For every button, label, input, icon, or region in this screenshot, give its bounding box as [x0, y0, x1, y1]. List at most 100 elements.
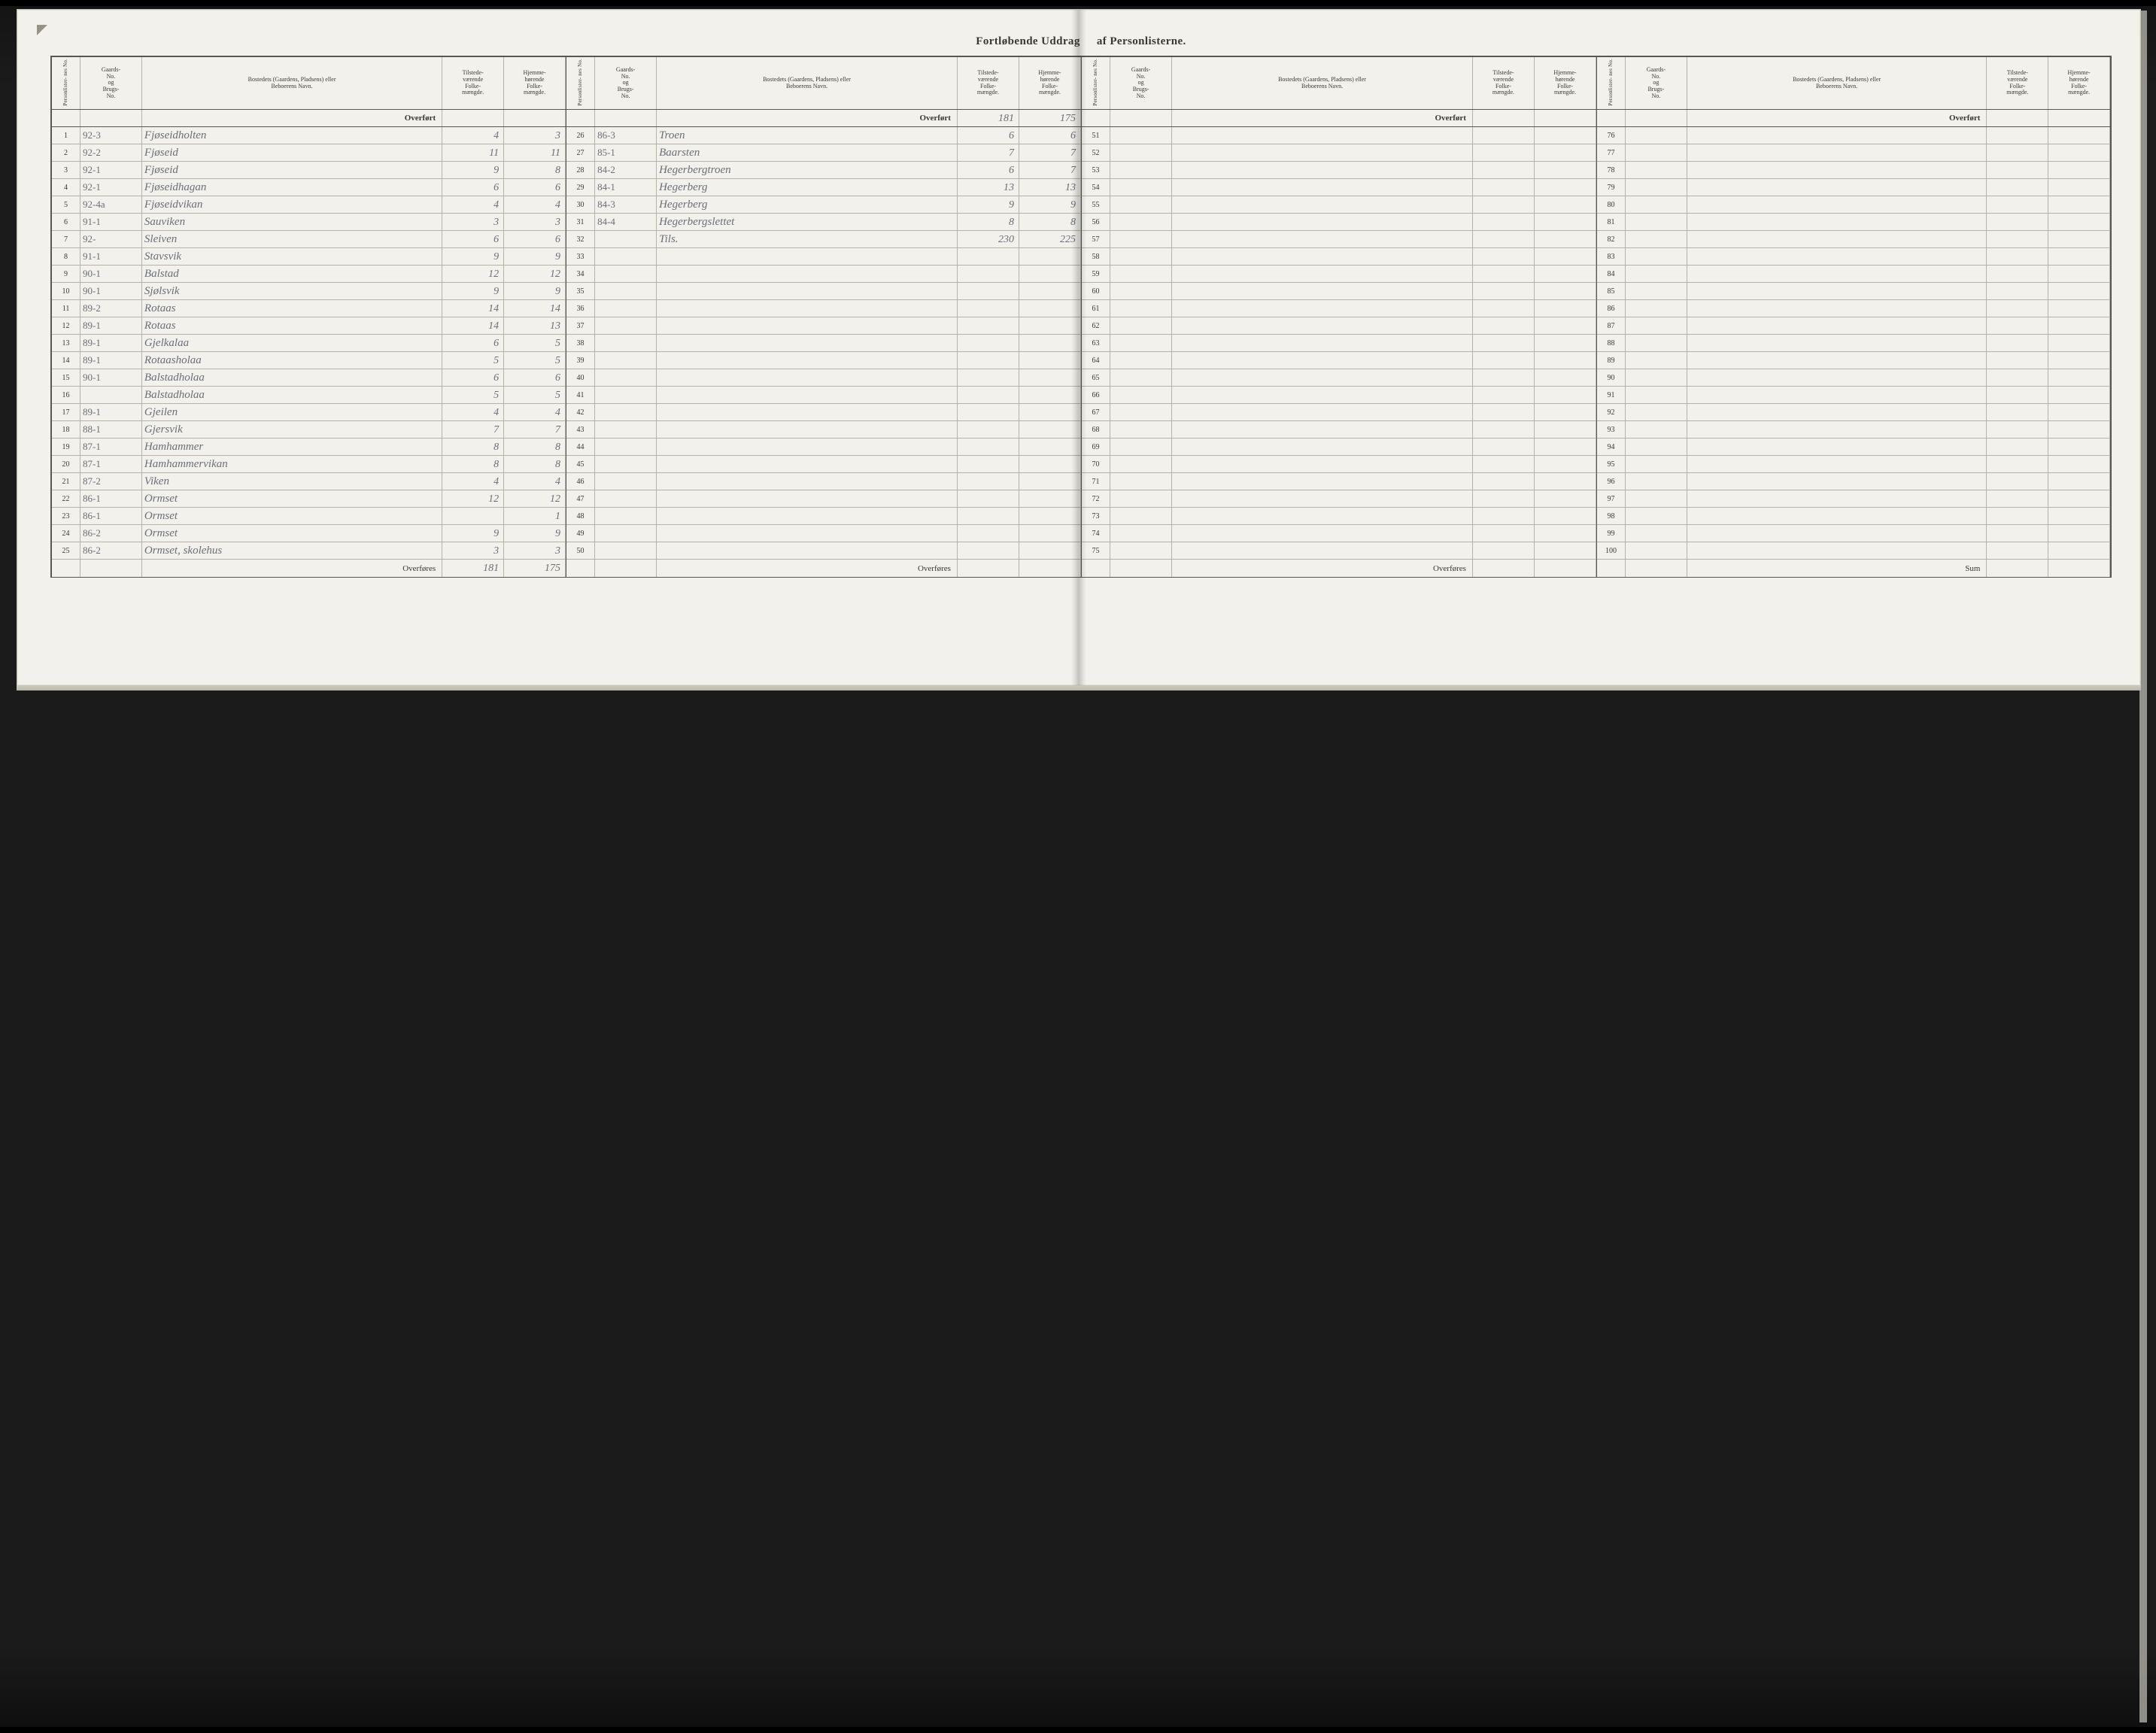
footer-row: Overføres: [1082, 560, 1596, 577]
table-row: 76: [1597, 127, 2110, 144]
census-table: Personlister- nes No.Gaards-No.ogBrugs-N…: [1597, 57, 2110, 577]
cell-person-no: 52: [1082, 144, 1110, 162]
table-row: 19 87-1 Hamhammer 8 8: [52, 439, 566, 456]
panel-panel1: Personlister- nes No.Gaards-No.ogBrugs-N…: [50, 57, 566, 577]
cell-hjemme: [2048, 317, 2110, 335]
cell-bosted: [657, 421, 958, 439]
table-row: 1 92-3 Fjøseidholten 4 3: [52, 127, 566, 144]
cell-gaards-no: [1625, 525, 1687, 542]
cell-person-no: 5: [52, 196, 80, 214]
cell-bosted: [1172, 456, 1473, 473]
cell-tilstede: [1472, 404, 1534, 421]
cell-hjemme: [1534, 300, 1596, 317]
cell-tilstede: [1987, 352, 2048, 369]
cell-bosted: [657, 300, 958, 317]
cell-gaards-no: 89-1: [80, 335, 142, 352]
cell-hjemme: 9: [504, 248, 566, 266]
table-row: 7 92- Sleiven 6 6: [52, 231, 566, 248]
cell-tilstede: [1472, 387, 1534, 404]
cell-tilstede: [1987, 196, 2048, 214]
cell-hjemme: 4: [504, 196, 566, 214]
table-row: 66: [1082, 387, 1596, 404]
cell-tilstede: [1987, 214, 2048, 231]
cell-tilstede: 4: [442, 196, 504, 214]
cell-gaards-no: [595, 525, 657, 542]
col-bosted: Bostedets (Gaardens, Pladsens) ellerBebo…: [141, 57, 442, 110]
cell-person-no: 53: [1082, 162, 1110, 179]
cell-person-no: 65: [1082, 369, 1110, 387]
cell-gaards-no: 87-1: [80, 439, 142, 456]
cell-person-no: 12: [52, 317, 80, 335]
cell-hjemme: [2048, 196, 2110, 214]
cell-gaards-no: 86-3: [595, 127, 657, 144]
cell-hjemme: [2048, 404, 2110, 421]
cell-hjemme: [2048, 387, 2110, 404]
cell-person-no: 100: [1597, 542, 1625, 560]
carry-label: Overført: [1172, 110, 1473, 127]
cell-bosted: [657, 266, 958, 283]
cell-bosted: [1172, 490, 1473, 508]
table-row: 15 90-1 Balstadholaa 6 6: [52, 369, 566, 387]
table-row: 36: [566, 300, 1081, 317]
panel-panel2: Personlister- nes No.Gaards-No.ogBrugs-N…: [566, 57, 1081, 577]
cell-person-no: 73: [1082, 508, 1110, 525]
cell-tilstede: [1987, 525, 2048, 542]
col-gaards-no: Gaards-No.ogBrugs-No.: [80, 57, 142, 110]
cell-bosted: [1172, 300, 1473, 317]
carry-blank: [1082, 110, 1110, 127]
cell-tilstede: [957, 369, 1019, 387]
table-row: 78: [1597, 162, 2110, 179]
cell-tilstede: 6: [442, 369, 504, 387]
cell-gaards-no: [1110, 283, 1172, 300]
table-row: 10 90-1 Sjølsvik 9 9: [52, 283, 566, 300]
cell-person-no: 51: [1082, 127, 1110, 144]
cell-tilstede: 5: [442, 387, 504, 404]
cell-person-no: 64: [1082, 352, 1110, 369]
cell-gaards-no: [1625, 456, 1687, 473]
cell-hjemme: [1534, 490, 1596, 508]
cell-bosted: Ormset, skolehus: [141, 542, 442, 560]
table-row: 77: [1597, 144, 2110, 162]
cell-gaards-no: [1625, 473, 1687, 490]
cell-hjemme: [1534, 283, 1596, 300]
cell-hjemme: 6: [504, 231, 566, 248]
table-row: 54: [1082, 179, 1596, 196]
cell-person-no: 44: [566, 439, 595, 456]
cell-gaards-no: [1625, 144, 1687, 162]
table-row: 96: [1597, 473, 2110, 490]
cell-tilstede: [957, 266, 1019, 283]
cell-bosted: [1687, 404, 1987, 421]
table-row: 40: [566, 369, 1081, 387]
footer-tilstede: [1472, 560, 1534, 577]
cell-hjemme: [1534, 162, 1596, 179]
table-row: 83: [1597, 248, 2110, 266]
table-row: 85: [1597, 283, 2110, 300]
cell-tilstede: [957, 421, 1019, 439]
cell-tilstede: [957, 490, 1019, 508]
table-row: 95: [1597, 456, 2110, 473]
cell-tilstede: [1987, 231, 2048, 248]
cell-tilstede: 230: [957, 231, 1019, 248]
cell-person-no: 61: [1082, 300, 1110, 317]
cell-bosted: Hamhammervikan: [141, 456, 442, 473]
cell-gaards-no: [1625, 300, 1687, 317]
cell-bosted: [1172, 179, 1473, 196]
cell-hjemme: [1019, 508, 1080, 525]
cell-bosted: Gjelkalaa: [141, 335, 442, 352]
cell-tilstede: [957, 317, 1019, 335]
cell-tilstede: [1472, 248, 1534, 266]
cell-hjemme: [1019, 300, 1080, 317]
carry-tilstede: [1987, 110, 2048, 127]
cell-hjemme: [1019, 404, 1080, 421]
table-row: 81: [1597, 214, 2110, 231]
cell-bosted: [1687, 266, 1987, 283]
cell-tilstede: [1987, 456, 2048, 473]
cell-person-no: 91: [1597, 387, 1625, 404]
cell-hjemme: [1019, 456, 1080, 473]
table-row: 52: [1082, 144, 1596, 162]
cell-bosted: [1172, 196, 1473, 214]
table-row: 48: [566, 508, 1081, 525]
col-gaards-no: Gaards-No.ogBrugs-No.: [595, 57, 657, 110]
cell-tilstede: [957, 387, 1019, 404]
carry-blank: [1110, 110, 1172, 127]
